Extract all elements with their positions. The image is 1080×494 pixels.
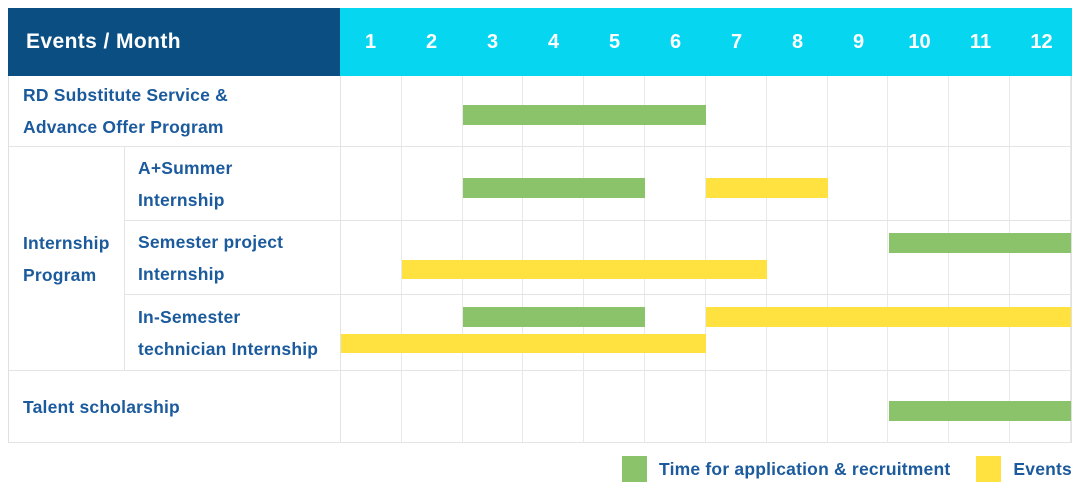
month-grid-cell xyxy=(888,295,950,370)
events-bar xyxy=(401,260,767,279)
chart-area xyxy=(341,147,1071,220)
month-grid-cell xyxy=(523,221,585,294)
month-grid-cell xyxy=(584,221,646,294)
chart-area xyxy=(341,371,1071,442)
month-grid-cell xyxy=(341,295,402,370)
chart-area xyxy=(341,221,1071,294)
month-header-cell: 9 xyxy=(852,30,865,53)
row-in-semester-technician: In-Semester technician Internship xyxy=(125,295,1071,370)
month-grid-cell xyxy=(463,221,524,294)
row-label: RD Substitute Service & Advance Offer Pr… xyxy=(9,76,341,146)
row-semester-project: Semester project Internship xyxy=(125,221,1071,295)
month-grid-cell xyxy=(767,221,828,294)
recruitment-bar xyxy=(888,233,1071,253)
month-grid-cell xyxy=(706,295,767,370)
month-grid-cell xyxy=(341,221,402,294)
month-grid-cell xyxy=(706,371,767,442)
legend: Time for application & recruitment Event… xyxy=(622,452,1072,486)
row-label: Semester project Internship xyxy=(125,221,341,294)
recruitment-bar xyxy=(462,307,646,327)
month-grid-cell xyxy=(828,295,889,370)
month-grid-cell xyxy=(402,76,463,146)
month-grid-cell xyxy=(767,295,828,370)
month-header-cell: 10 xyxy=(908,30,931,53)
month-header-cell: 6 xyxy=(669,30,682,53)
month-header-row: 1 2 3 4 5 6 7 8 9 10 11 12 xyxy=(340,8,1072,76)
month-grid-cell xyxy=(828,371,889,442)
legend-events-label: Events xyxy=(1013,458,1072,479)
month-grid-cell xyxy=(584,371,646,442)
group-label: Internship Program xyxy=(9,147,125,370)
events-bar xyxy=(706,178,828,198)
month-header-cell: 5 xyxy=(608,30,621,53)
row-a-plus-summer: A+Summer Internship xyxy=(125,147,1071,221)
month-grid-cell xyxy=(706,76,767,146)
month-header-cell: 2 xyxy=(425,30,438,53)
month-header-cell: 4 xyxy=(547,30,560,53)
recruitment-bar xyxy=(888,401,1071,421)
chart-area xyxy=(341,295,1071,370)
recruitment-bar xyxy=(462,178,646,198)
month-header-cell: 7 xyxy=(730,30,743,53)
row-label: In-Semester technician Internship xyxy=(125,295,341,370)
month-grid-cell xyxy=(706,221,767,294)
month-grid-cell xyxy=(645,295,706,370)
month-grid-cell xyxy=(341,76,402,146)
month-grid-cell xyxy=(645,221,706,294)
legend-recruitment-swatch xyxy=(622,456,648,482)
month-grid-cell xyxy=(341,147,402,220)
month-grid-cell xyxy=(828,76,889,146)
month-header-cell: 12 xyxy=(1030,30,1053,53)
month-grid-cell xyxy=(523,295,585,370)
gantt-body: RD Substitute Service & Advance Offer Pr… xyxy=(8,76,1072,443)
month-grid-cell xyxy=(341,371,402,442)
header-row: Events / Month 1 2 3 4 5 6 7 8 9 10 11 12 xyxy=(8,8,1072,76)
month-grid-cell xyxy=(584,295,646,370)
month-grid-cell xyxy=(463,295,524,370)
month-grid-cell xyxy=(1010,147,1071,220)
gantt-chart: Events / Month 1 2 3 4 5 6 7 8 9 10 11 12 RD Substi… xyxy=(8,8,1072,443)
month-grid-cell xyxy=(402,371,463,442)
month-grid-cell xyxy=(402,147,463,220)
month-grid-cell xyxy=(828,147,889,220)
chart-area xyxy=(341,76,1071,146)
month-grid-cell xyxy=(949,76,1011,146)
month-grid-cell xyxy=(949,147,1011,220)
month-grid-cell xyxy=(888,147,950,220)
month-grid-cell xyxy=(1010,76,1071,146)
month-grid-cell xyxy=(645,147,706,220)
row-label: Talent scholarship xyxy=(9,371,341,442)
month-grid-cell xyxy=(645,371,706,442)
month-grid-cell xyxy=(402,221,463,294)
month-grid-cell xyxy=(828,221,889,294)
month-grid-cell xyxy=(767,371,828,442)
month-grid-cell xyxy=(767,76,828,146)
row-label: A+Summer Internship xyxy=(125,147,341,220)
month-grid-cell xyxy=(463,371,524,442)
events-bar xyxy=(341,334,706,353)
events-bar xyxy=(706,307,1071,327)
month-grid-cell xyxy=(888,221,950,294)
month-grid-cell xyxy=(1010,295,1071,370)
recruitment-bar xyxy=(462,105,706,125)
month-grid-cell xyxy=(523,371,585,442)
month-header-cell: 11 xyxy=(969,30,992,53)
month-grid-cell xyxy=(888,76,950,146)
month-header-cell: 3 xyxy=(486,30,499,53)
group-internship-program: Internship Program A+Summer Internship S… xyxy=(9,147,1071,371)
month-header-cell: 1 xyxy=(364,30,377,53)
header-title-cell: Events / Month xyxy=(8,8,340,76)
row-rd-substitute: RD Substitute Service & Advance Offer Pr… xyxy=(9,76,1071,147)
month-grid-cell xyxy=(402,295,463,370)
legend-events-swatch xyxy=(976,456,1002,482)
month-grid-cell xyxy=(949,221,1011,294)
month-grid-cell xyxy=(949,295,1011,370)
month-grid-cell xyxy=(1010,221,1071,294)
legend-recruitment-label: Time for application & recruitment xyxy=(659,458,951,479)
month-header-cell: 8 xyxy=(791,30,804,53)
row-talent-scholarship: Talent scholarship xyxy=(9,371,1071,443)
